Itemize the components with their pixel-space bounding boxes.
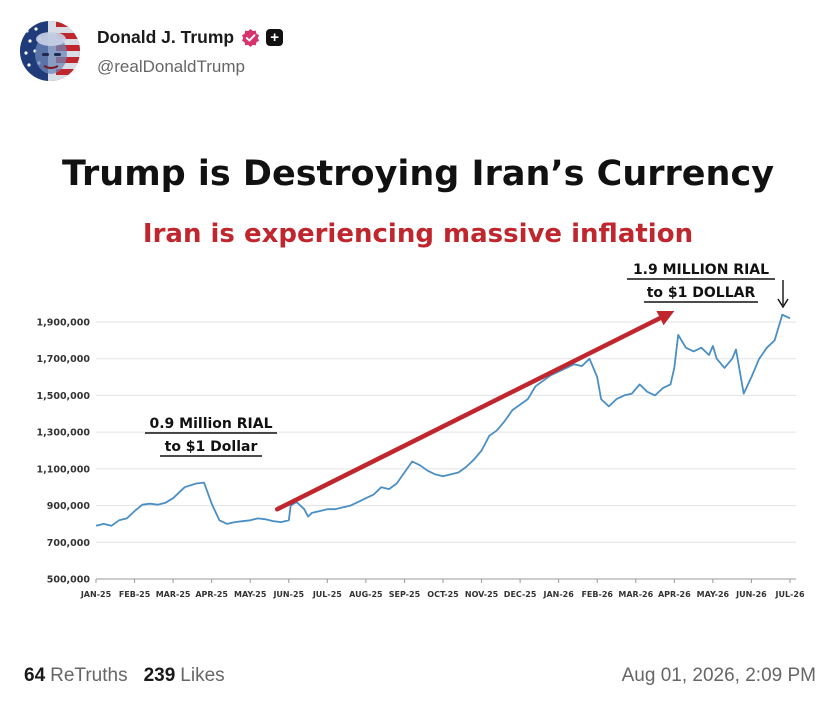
y-tick-label: 1,700,000 — [37, 354, 91, 365]
y-tick-label: 700,000 — [47, 538, 91, 549]
x-tick-label: FEB-25 — [119, 590, 151, 599]
x-tick-label: MAY-25 — [234, 590, 267, 599]
x-tick-label: DEC-25 — [504, 590, 537, 599]
author-block: Donald J. Trump + @realDonaldTrump — [97, 25, 284, 77]
annotation-high-line-1: 1.9 MILLION RIAL — [633, 262, 769, 278]
x-tick-label: JUL-25 — [312, 590, 342, 599]
chart-annotations: 0.9 Million RIAL to $1 Dollar 1.9 MILLION … — [145, 262, 789, 457]
y-tick-label: 1,500,000 — [37, 391, 91, 402]
series-line — [95, 313, 791, 527]
x-tick-label: APR-25 — [195, 590, 228, 599]
x-tick-label: JUL-26 — [774, 590, 804, 599]
y-tick-label: 1,900,000 — [37, 318, 91, 329]
y-tick-label: 500,000 — [47, 575, 91, 586]
post-header: Donald J. Trump + @realDonaldTrump — [20, 20, 284, 82]
trend-arrow-head — [656, 310, 675, 326]
trend-arrow — [274, 310, 675, 512]
likes-label: Likes — [180, 665, 225, 686]
chart-title: Trump is Destroying Iran’s Currency — [62, 154, 774, 194]
x-tick-label: APR-26 — [658, 590, 691, 599]
annotation-high-line-2: to $1 DOLLAR — [647, 285, 756, 301]
chart-subtitle: Iran is experiencing massive inflation — [143, 219, 693, 249]
annotation-low-line-2: to $1 Dollar — [165, 439, 258, 455]
plus-square-icon[interactable]: + — [266, 28, 284, 46]
x-tick-label: JUN-25 — [272, 590, 304, 599]
retruths-count: 64 — [24, 665, 46, 686]
x-tick-label: JAN-25 — [80, 590, 112, 599]
retruths-stat[interactable]: 64 ReTruths — [24, 665, 128, 687]
post-image-chart[interactable]: Trump is Destroying Iran’s Currency Iran… — [0, 132, 840, 632]
likes-count: 239 — [143, 665, 176, 686]
x-tick-label: MAY-26 — [697, 590, 730, 599]
y-axis-ticks: 500,000 700,000 900,000 1,100,000 1,300,000 1… — [37, 318, 91, 586]
x-tick-label: JAN-26 — [543, 590, 575, 599]
retruths-label: ReTruths — [50, 665, 128, 686]
y-tick-label: 900,000 — [47, 501, 91, 512]
x-tick-label: SEP-25 — [389, 590, 421, 599]
x-tick-label: NOV-25 — [465, 590, 499, 599]
x-tick-label: AUG-25 — [349, 590, 383, 599]
x-tick-label: FEB-26 — [581, 590, 613, 599]
x-axis-ticks: JAN-25 FEB-25 MAR-25 APR-25 MAY-25 JUN-25 JUL-… — [80, 579, 805, 599]
flag-portrait-avatar-icon — [20, 21, 80, 81]
author-handle[interactable]: @realDonaldTrump — [97, 57, 245, 76]
y-tick-label: 1,100,000 — [37, 464, 91, 475]
y-tick-label: 1,300,000 — [37, 428, 91, 439]
likes-stat[interactable]: 239 Likes — [144, 665, 225, 687]
x-tick-label: MAR-26 — [618, 590, 653, 599]
display-name[interactable]: Donald J. Trump — [97, 26, 235, 47]
trend-arrow-shaft — [274, 315, 663, 512]
avatar[interactable] — [20, 21, 80, 81]
post-timestamp[interactable]: Aug 01, 2026, 2:09 PM — [621, 665, 816, 686]
post-footer: 64 ReTruths 239 Likes Aug 01, 2026, 2:09 P… — [24, 661, 816, 691]
x-tick-label: MAR-25 — [156, 590, 191, 599]
x-tick-label: JUN-26 — [735, 590, 767, 599]
annotation-low-line-1: 0.9 Million RIAL — [149, 416, 272, 432]
x-tick-label: OCT-25 — [427, 590, 459, 599]
inflation-line-chart: Trump is Destroying Iran’s Currency Iran… — [37, 154, 805, 599]
annotation-pointer-head — [777, 298, 789, 309]
verified-badge-icon — [241, 28, 260, 47]
